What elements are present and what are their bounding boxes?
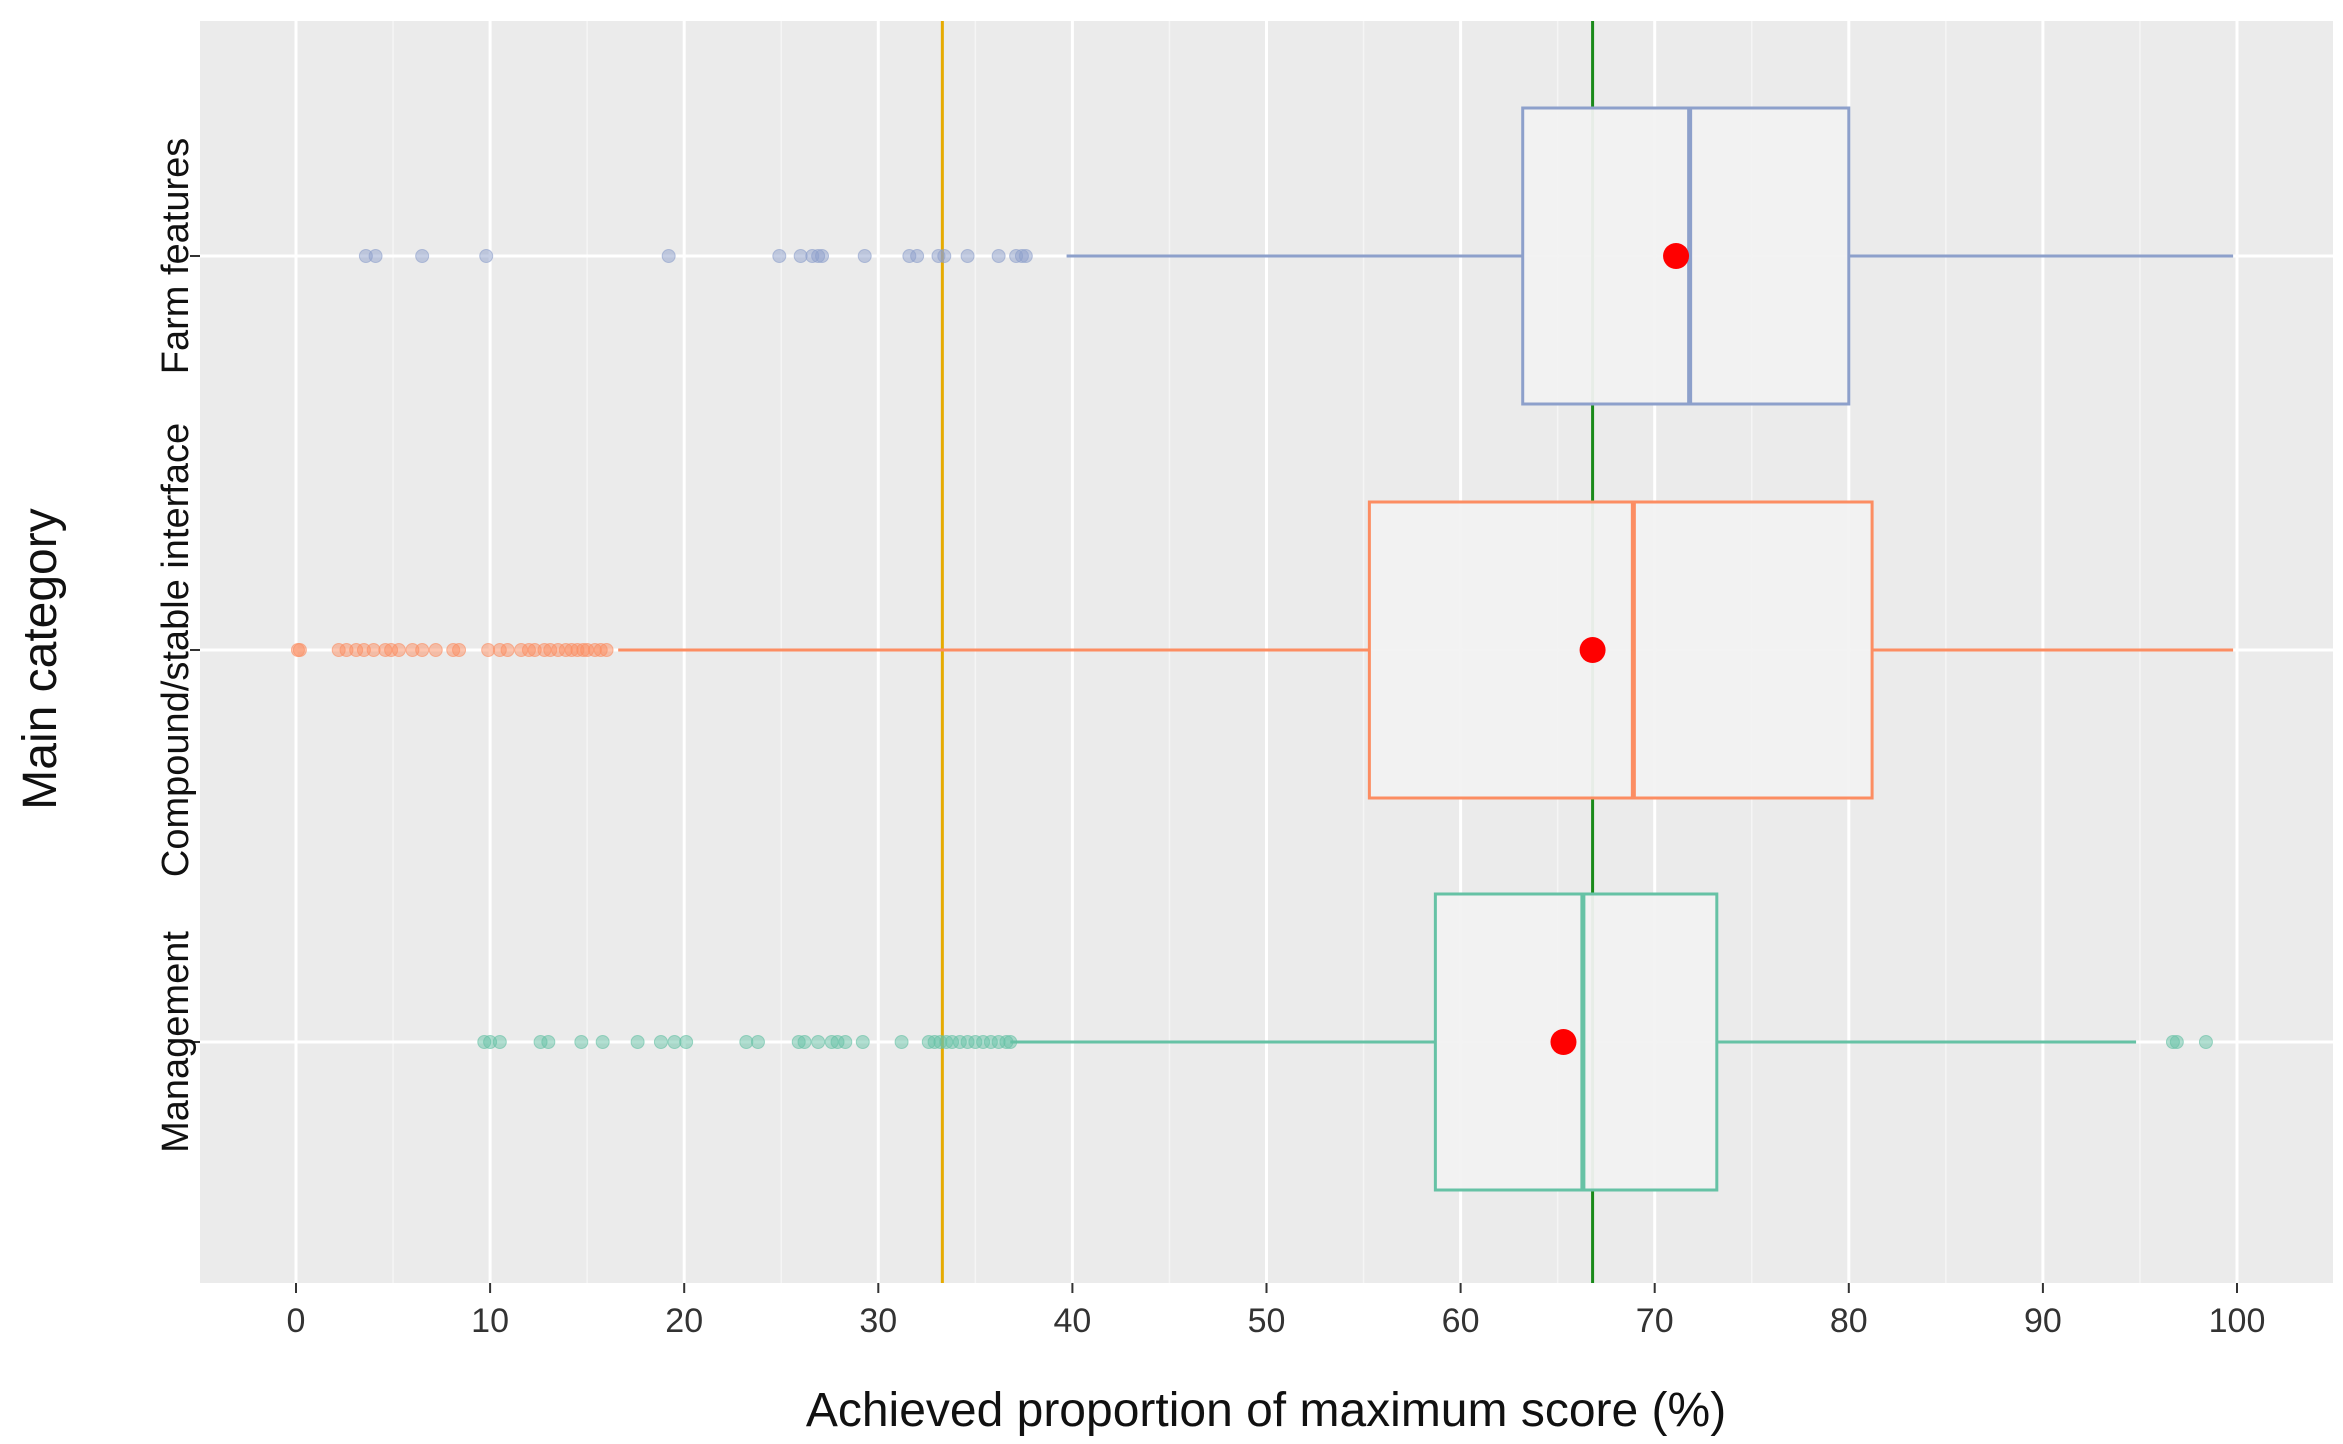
outlier-point [797, 1035, 812, 1049]
y-axis-title: Main category [14, 508, 67, 809]
outlier-point [679, 1035, 694, 1049]
outlier-point [481, 643, 496, 657]
x-tick-label: 10 [471, 1302, 509, 1340]
outlier-point [991, 249, 1006, 263]
outlier-point [750, 1035, 765, 1049]
outlier-point [838, 1035, 853, 1049]
outlier-point [937, 249, 952, 263]
x-tick-label: 40 [1053, 1302, 1091, 1340]
outlier-point [366, 643, 381, 657]
outlier-point [894, 1035, 909, 1049]
outlier-point [500, 643, 515, 657]
outlier-point [415, 643, 430, 657]
outlier-point [368, 249, 383, 263]
outlier-point [1003, 1035, 1018, 1049]
outlier-point [415, 249, 430, 263]
outlier-point [857, 249, 872, 263]
outlier-point [541, 1035, 556, 1049]
outlier-point [772, 249, 787, 263]
outlier-point [492, 1035, 507, 1049]
outlier-point [661, 249, 676, 263]
outlier-point [452, 643, 467, 657]
outlier-point [391, 643, 406, 657]
outlier-point [574, 1035, 589, 1049]
box-iqr [1367, 500, 1874, 800]
outlier-point [653, 1035, 668, 1049]
outlier-point [793, 249, 808, 263]
outlier-point [855, 1035, 870, 1049]
category-label: Compound/stable interface [155, 423, 197, 877]
outlier-point [2198, 1035, 2213, 1049]
mean-marker [1550, 1029, 1577, 1055]
x-tick-label: 0 [287, 1302, 306, 1340]
mean-marker [1663, 243, 1690, 269]
outlier-point [815, 249, 830, 263]
x-tick-label: 50 [1248, 1302, 1286, 1340]
x-tick-label: 70 [1636, 1302, 1674, 1340]
outlier-point [599, 643, 614, 657]
outlier-point [739, 1035, 754, 1049]
mean-marker [1579, 637, 1606, 663]
category-label: Farm features [155, 138, 197, 375]
outlier-point [595, 1035, 610, 1049]
x-tick-label: 80 [1830, 1302, 1868, 1340]
x-tick-label: 100 [2209, 1302, 2266, 1340]
x-axis-title: Achieved proportion of maximum score (%) [806, 1384, 1726, 1437]
outlier-point [428, 643, 443, 657]
outlier-point [667, 1035, 682, 1049]
outlier-point [960, 249, 975, 263]
outlier-point [1018, 249, 1033, 263]
outlier-point [292, 643, 307, 657]
x-tick-label: 30 [859, 1302, 897, 1340]
x-tick-label: 20 [665, 1302, 703, 1340]
x-tick-label: 90 [2024, 1302, 2062, 1340]
category-label: Management [155, 931, 197, 1153]
x-tick-label: 60 [1442, 1302, 1480, 1340]
outlier-point [910, 249, 925, 263]
outlier-point [811, 1035, 826, 1049]
outlier-point [2169, 1035, 2184, 1049]
outlier-point [479, 249, 494, 263]
outlier-point [630, 1035, 645, 1049]
